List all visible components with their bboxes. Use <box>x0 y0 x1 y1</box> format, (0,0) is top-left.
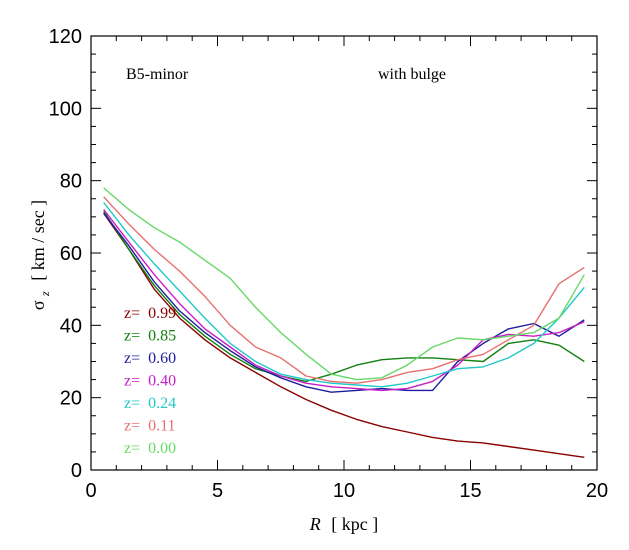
x-tick-label: 20 <box>586 480 608 502</box>
y-tick-label: 100 <box>49 98 82 120</box>
x-tick-label: 5 <box>212 480 223 502</box>
y-tick-label: 20 <box>60 388 82 410</box>
series-line-1 <box>103 211 585 383</box>
y-tick-label: 40 <box>60 315 82 337</box>
series-line-0 <box>103 212 585 458</box>
y-tick-label: 0 <box>71 460 82 482</box>
annotation-left: B5-minor <box>126 66 189 83</box>
legend-entry-4: z= 0.24 <box>124 395 176 412</box>
x-axis-label: R [ kpc ] <box>309 514 378 534</box>
y-tick-label: 120 <box>49 26 82 48</box>
axis-tick-labels: 0 5 10 15 20 0 20 40 60 80 100 120 <box>49 26 609 502</box>
legend-entry-6: z= 0.00 <box>124 440 176 457</box>
legend-entry-5: z= 0.11 <box>124 418 176 435</box>
series-line-5 <box>103 196 585 384</box>
legend-entry-0: z= 0.99 <box>124 305 176 322</box>
y-axis-label: σ z [ km / sec ] <box>28 200 53 310</box>
y-axis-symbol: σ <box>28 300 48 310</box>
legend-entry-3: z= 0.40 <box>124 373 176 390</box>
series-line-4 <box>103 201 585 388</box>
x-tick-label: 10 <box>333 480 355 502</box>
x-axis-symbol: R <box>309 514 321 534</box>
x-tick-label: 0 <box>85 480 96 502</box>
x-tick-label: 15 <box>459 480 481 502</box>
y-tick-label: 80 <box>60 171 82 193</box>
y-axis-subscript: z <box>38 291 52 297</box>
series-line-2 <box>103 212 585 393</box>
y-tick-label: 60 <box>60 243 82 265</box>
data-series <box>103 187 585 458</box>
annotation-right: with bulge <box>378 66 446 83</box>
x-axis-unit: [ kpc ] <box>331 514 378 534</box>
legend-entry-1: z= 0.85 <box>124 328 176 345</box>
y-axis-unit: [ km / sec ] <box>28 200 48 281</box>
series-line-6 <box>103 187 585 381</box>
series-line-3 <box>103 209 585 392</box>
axis-ticks <box>90 35 598 471</box>
legend: z= 0.99 z= 0.85 z= 0.60 z= 0.40 z= 0.24 z= 0.… <box>124 305 176 457</box>
legend-entry-2: z= 0.60 <box>124 350 176 367</box>
